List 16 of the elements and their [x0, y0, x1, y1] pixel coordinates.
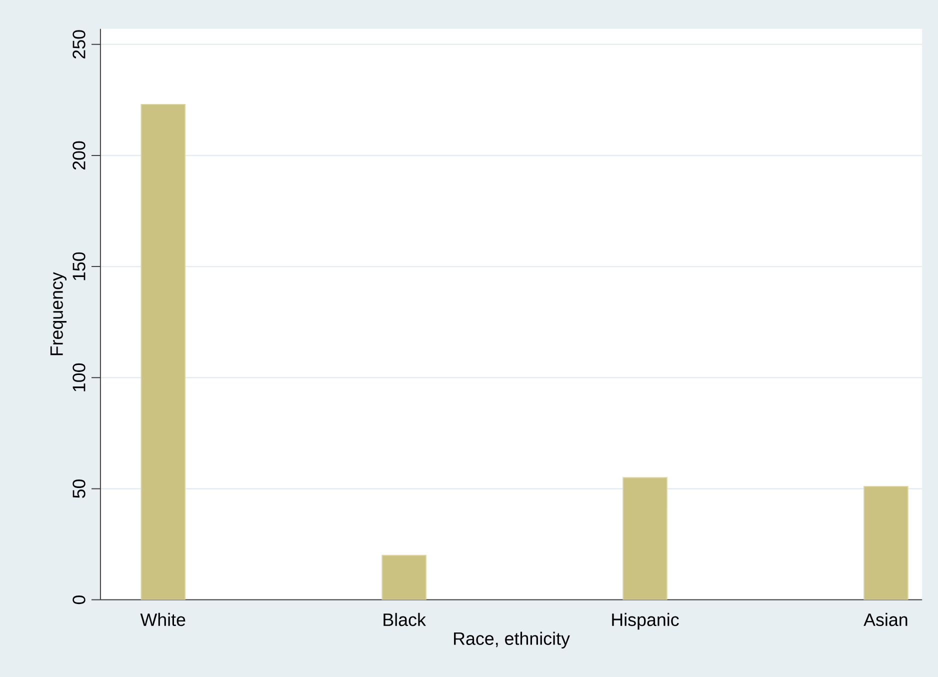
- y-tick-label: 200: [72, 141, 86, 170]
- x-axis-title: Race, ethnicity: [454, 632, 570, 648]
- bar: [140, 104, 186, 600]
- y-tick-label: 0: [72, 595, 86, 604]
- x-tick-label: Asian: [864, 612, 908, 626]
- y-tick-label: 50: [72, 479, 86, 498]
- bar: [864, 486, 908, 600]
- bar: [382, 554, 426, 600]
- y-tick-label: 100: [72, 363, 86, 392]
- bar: [622, 476, 668, 600]
- y-axis-title: Frequency: [50, 272, 66, 355]
- x-tick-label: Hispanic: [612, 612, 679, 630]
- x-tick-label: Black: [384, 612, 426, 626]
- y-tick-label: 250: [72, 30, 86, 58]
- x-tick-label: White: [140, 612, 186, 626]
- y-tick-label: 150: [72, 252, 86, 280]
